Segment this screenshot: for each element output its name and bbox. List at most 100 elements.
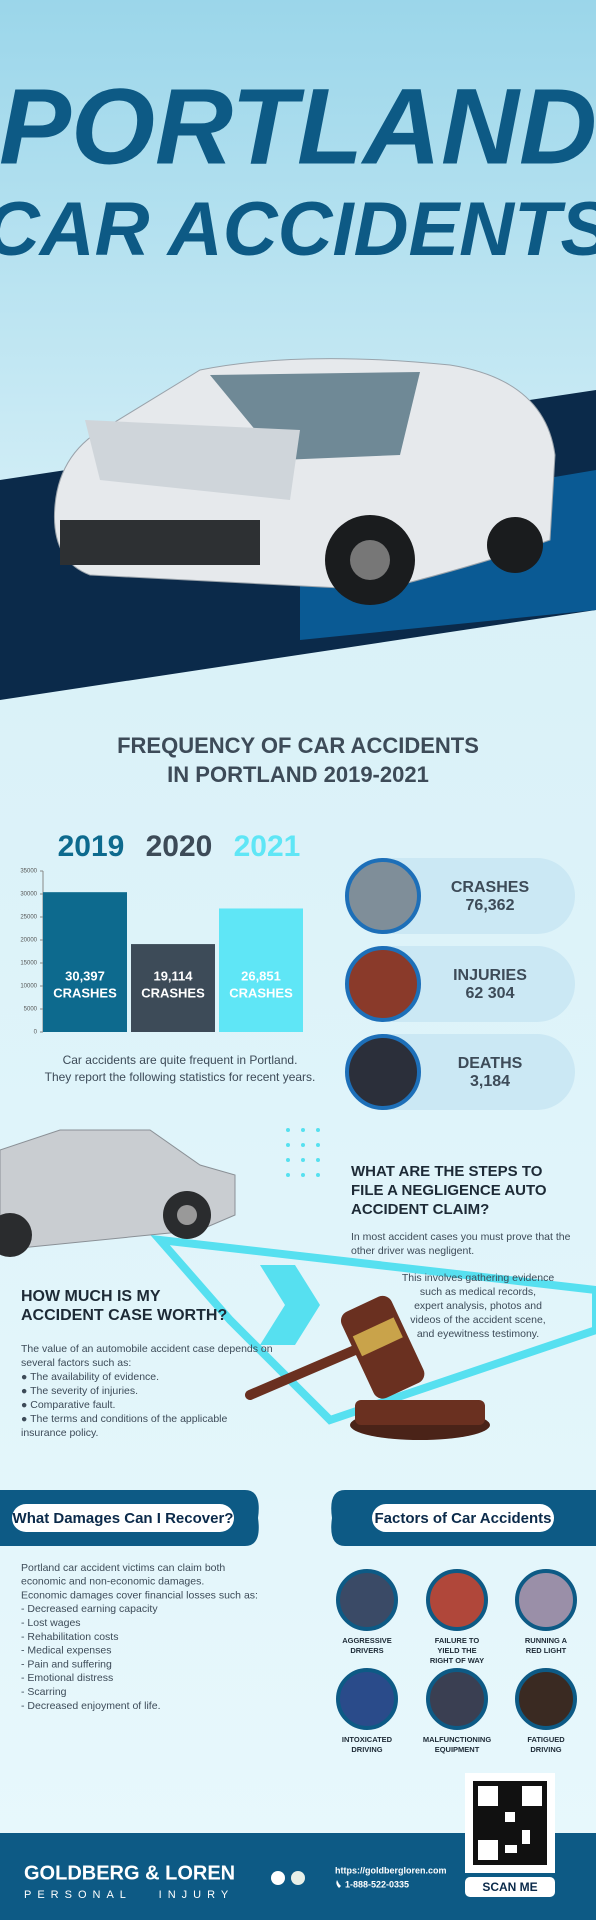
y-tick-label: 30000 <box>20 892 37 898</box>
bar-value-label: 30,397 <box>65 968 105 983</box>
paragraph: expert analysis, photos and <box>414 1300 542 1312</box>
factor-icon <box>336 1668 398 1730</box>
paragraph: ● Comparative fault. <box>21 1399 115 1411</box>
factor-label: YIELD THE <box>437 1646 476 1655</box>
flag-mx <box>291 1871 305 1885</box>
bar <box>131 944 215 1032</box>
bar-unit-label: CRASHES <box>141 985 205 1000</box>
stat-icon <box>345 1034 421 1110</box>
paragraph: and eyewitness testimony. <box>417 1328 539 1340</box>
factor-label: EQUIPMENT <box>435 1745 480 1754</box>
paragraph: ● The severity of injuries. <box>21 1385 138 1397</box>
factor-label: FATIGUED <box>527 1735 565 1744</box>
decor-dot <box>301 1143 305 1147</box>
paragraph: insurance policy. <box>21 1427 98 1439</box>
section-heading: FILE A NEGLIGENCE AUTO <box>351 1182 547 1199</box>
footer-url[interactable]: https://goldbergloren.com <box>335 1865 447 1875</box>
decor-dot <box>301 1128 305 1132</box>
paragraph: The value of an automobile accident case… <box>21 1343 273 1355</box>
stat-value: 62 304 <box>466 985 515 1002</box>
section-heading: IN PORTLAND 2019-2021 <box>167 762 429 787</box>
decor-dot <box>301 1173 305 1177</box>
paragraph: ● The terms and conditions of the applic… <box>21 1413 228 1425</box>
stat-label: DEATHS <box>458 1055 523 1072</box>
y-tick-label: 20000 <box>20 938 37 944</box>
paragraph: This involves gathering evidence <box>402 1272 554 1284</box>
factor-label: RIGHT OF WAY <box>430 1656 484 1665</box>
bar-unit-label: CRASHES <box>229 985 293 1000</box>
paragraph: other driver was negligent. <box>351 1245 474 1257</box>
factor-icon <box>426 1569 488 1631</box>
stat-label: CRASHES <box>451 879 530 896</box>
section-heading: HOW MUCH IS MY <box>21 1288 161 1305</box>
section-heading: ACCIDENT CLAIM? <box>351 1201 489 1218</box>
tagline: PERSONAL INJURY <box>24 1889 234 1901</box>
stat-value: 3,184 <box>470 1073 510 1090</box>
stat-icon <box>345 946 421 1022</box>
paragraph: - Emotional distress <box>21 1672 113 1684</box>
chevron <box>260 1265 320 1345</box>
y-tick-label: 0 <box>34 1030 38 1036</box>
factor-label: RUNNING A <box>525 1636 568 1645</box>
paragraph: several factors such as: <box>21 1357 131 1369</box>
paragraph: economic and non-economic damages. <box>21 1576 204 1588</box>
paragraph: - Medical expenses <box>21 1645 111 1657</box>
car-illustration <box>53 358 556 605</box>
scan-label: SCAN ME <box>482 1880 537 1894</box>
stat-value: 76,362 <box>466 897 515 914</box>
factor-label: FAILURE TO <box>435 1636 480 1645</box>
paragraph: - Lost wages <box>21 1617 81 1629</box>
footer-phone[interactable]: 1-888-522-0335 <box>345 1879 409 1889</box>
bar-value-label: 26,851 <box>241 968 281 983</box>
road-lines <box>150 1234 596 1425</box>
qr-code[interactable] <box>473 1781 547 1865</box>
decor-dot <box>316 1128 320 1132</box>
year-label: 2019 <box>58 830 125 863</box>
banner-pill <box>372 1504 554 1532</box>
decor-dot <box>316 1143 320 1147</box>
paragraph: Economic damages cover financial losses … <box>21 1589 258 1601</box>
caption: Car accidents are quite frequent in Port… <box>63 1053 298 1067</box>
banner-pill <box>12 1504 234 1532</box>
factor-label: AGGRESSIVE <box>342 1636 392 1645</box>
decor-dot <box>286 1128 290 1132</box>
gavel <box>245 1295 490 1440</box>
bar-unit-label: CRASHES <box>53 985 117 1000</box>
phone-icon <box>336 1880 341 1888</box>
brand: GOLDBERG & LOREN <box>24 1862 235 1884</box>
section-title: What Damages Can I Recover? <box>13 1510 234 1527</box>
factor-icon <box>515 1668 577 1730</box>
factor-label: MALFUNCTIONING <box>423 1735 491 1744</box>
factor-icon <box>336 1569 398 1631</box>
factor-icon <box>515 1569 577 1631</box>
decor-dot <box>316 1158 320 1162</box>
decor-dot <box>286 1158 290 1162</box>
factor-label: DRIVING <box>530 1745 561 1754</box>
car-illustration-2 <box>0 1129 236 1257</box>
stat-label: INJURIES <box>453 967 527 984</box>
paragraph: In most accident cases you must prove th… <box>351 1231 571 1243</box>
paragraph: - Pain and suffering <box>21 1658 112 1670</box>
section-heading: FREQUENCY OF CAR ACCIDENTS <box>117 733 479 758</box>
paragraph: - Scarring <box>21 1686 67 1698</box>
factor-label: RED LIGHT <box>526 1646 567 1655</box>
paragraph: videos of the accident scene, <box>410 1314 545 1326</box>
decor-dot <box>301 1158 305 1162</box>
bar <box>219 908 303 1032</box>
decor-dot <box>286 1173 290 1177</box>
factor-label: DRIVING <box>351 1745 382 1754</box>
y-tick-label: 5000 <box>24 1007 38 1013</box>
decor-dot <box>286 1143 290 1147</box>
factor-label: INTOXICATED <box>342 1735 393 1744</box>
year-label: 2021 <box>234 830 301 863</box>
factor-icon <box>426 1668 488 1730</box>
scan-pill <box>465 1877 555 1897</box>
paragraph: - Decreased earning capacity <box>21 1603 158 1615</box>
caption: They report the following statistics for… <box>45 1070 316 1084</box>
y-tick-label: 10000 <box>20 984 37 990</box>
y-tick-label: 35000 <box>20 869 37 875</box>
stat-icon <box>345 858 421 934</box>
bar <box>43 892 127 1032</box>
section-title: Factors of Car Accidents <box>375 1510 552 1527</box>
